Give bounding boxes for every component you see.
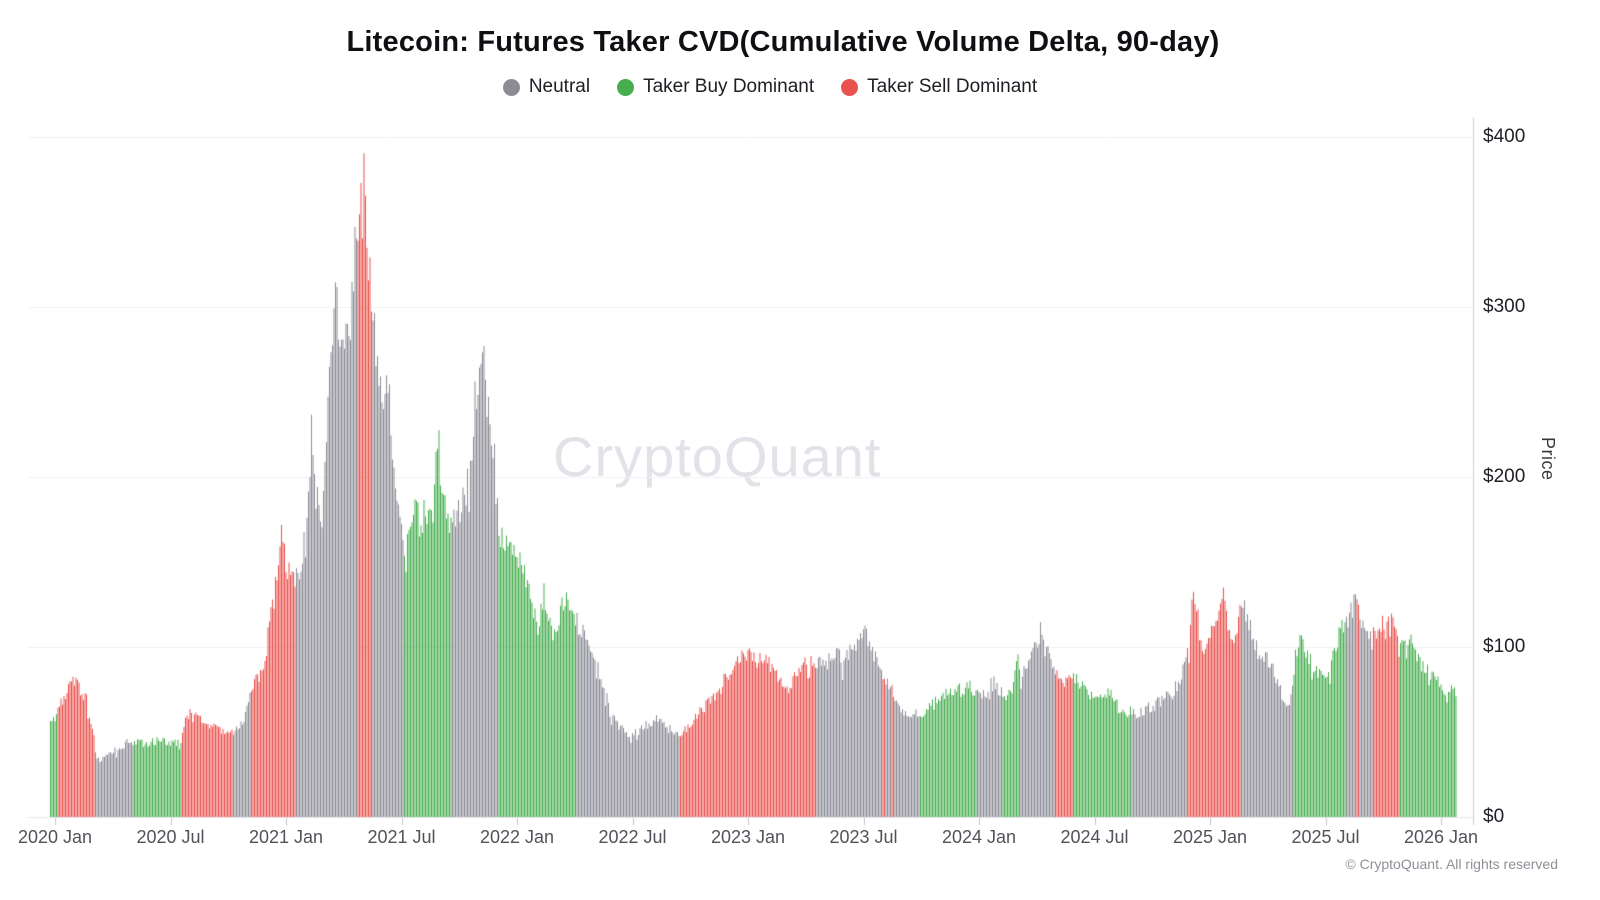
x-tick-label: 2021 Jul [367, 827, 436, 847]
x-tick-label: 2020 Jan [17, 827, 93, 847]
sell-swatch-icon [841, 78, 859, 96]
x-tick-label: 2026 Jan [1403, 827, 1479, 847]
x-tick-label: 2024 Jul [1060, 827, 1129, 847]
x-tick-label: 2022 Jan [479, 827, 555, 847]
y-tick-label: $200 [1483, 466, 1526, 487]
y-tick-label: $0 [1483, 806, 1505, 827]
y-axis-title: Price [1538, 437, 1558, 481]
legend-item-taker-sell[interactable]: Taker Sell Dominant [841, 76, 1037, 98]
legend-item-neutral[interactable]: Neutral [502, 76, 591, 98]
legend-item-taker-buy[interactable]: Taker Buy Dominant [617, 76, 814, 98]
y-tick-label: $400 [1483, 126, 1526, 147]
y-tick-label: $100 [1483, 636, 1526, 657]
x-tick-label: 2021 Jan [248, 827, 324, 847]
cvd-bar-chart[interactable] [20, 115, 1480, 830]
x-tick-label: 2025 Jul [1291, 827, 1360, 847]
neutral-swatch-icon [502, 78, 520, 96]
legend-label: Taker Sell Dominant [867, 76, 1038, 97]
buy-swatch-icon [617, 78, 635, 96]
copyright-note: © CryptoQuant. All rights reserved [1345, 856, 1558, 872]
chart-title: Litecoin: Futures Taker CVD(Cumulative V… [346, 26, 1220, 58]
x-tick-label: 2023 Jan [710, 827, 786, 847]
legend-label: Neutral [528, 76, 591, 97]
x-tick-label: 2024 Jan [941, 827, 1017, 847]
y-tick-label: $300 [1483, 296, 1526, 317]
x-tick-label: 2025 Jan [1172, 827, 1248, 847]
title-wrap: Litecoin: Futures Taker CVD(Cumulative V… [0, 26, 1566, 59]
x-tick-label: 2022 Jul [598, 827, 667, 847]
chart-legend: Neutral Taker Buy Dominant Taker Sell Do… [0, 76, 1540, 98]
x-tick-label: 2020 Jul [136, 827, 205, 847]
legend-label: Taker Buy Dominant [643, 76, 815, 97]
x-tick-label: 2023 Jul [829, 827, 898, 847]
